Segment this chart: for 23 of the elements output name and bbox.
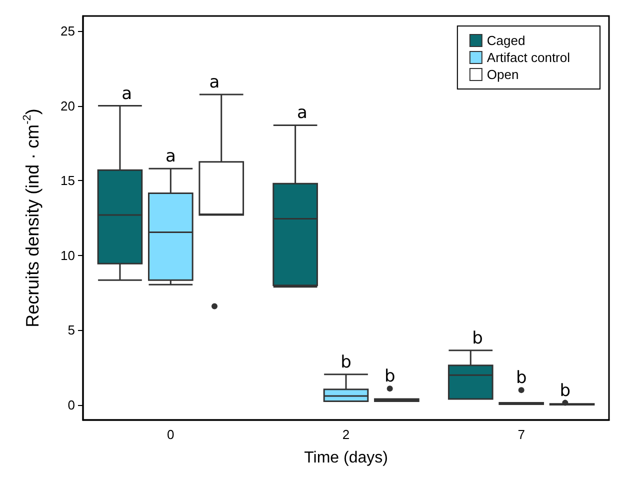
legend-label: Open: [486, 67, 519, 82]
y-tick-label: 25: [60, 23, 75, 38]
y-tick-label: 15: [60, 173, 75, 188]
y-axis-title: Recruits density (ind · cm-2): [22, 108, 42, 328]
annotation: a: [122, 84, 132, 104]
annotation: a: [165, 146, 176, 167]
x-tick-label: 7: [518, 427, 525, 442]
y-tick-label: 10: [60, 248, 75, 263]
y-tick-label: 5: [68, 322, 75, 338]
y-tick-label: 0: [68, 398, 75, 413]
annotation: b: [340, 352, 352, 372]
annotation: b: [516, 368, 527, 388]
y-tick-label: 20: [60, 98, 75, 114]
x-axis-title: Time (days): [304, 450, 388, 466]
annotation: b: [384, 366, 396, 387]
annotation: b: [560, 380, 571, 401]
legend-label: Caged: [486, 33, 526, 48]
annotation: a: [209, 72, 220, 93]
annotation: a: [296, 103, 308, 124]
x-tick-label: 2: [342, 427, 350, 442]
annotation: b: [472, 328, 483, 348]
x-tick-label: 0: [167, 427, 174, 442]
legend-label: Artifact control: [486, 50, 570, 65]
